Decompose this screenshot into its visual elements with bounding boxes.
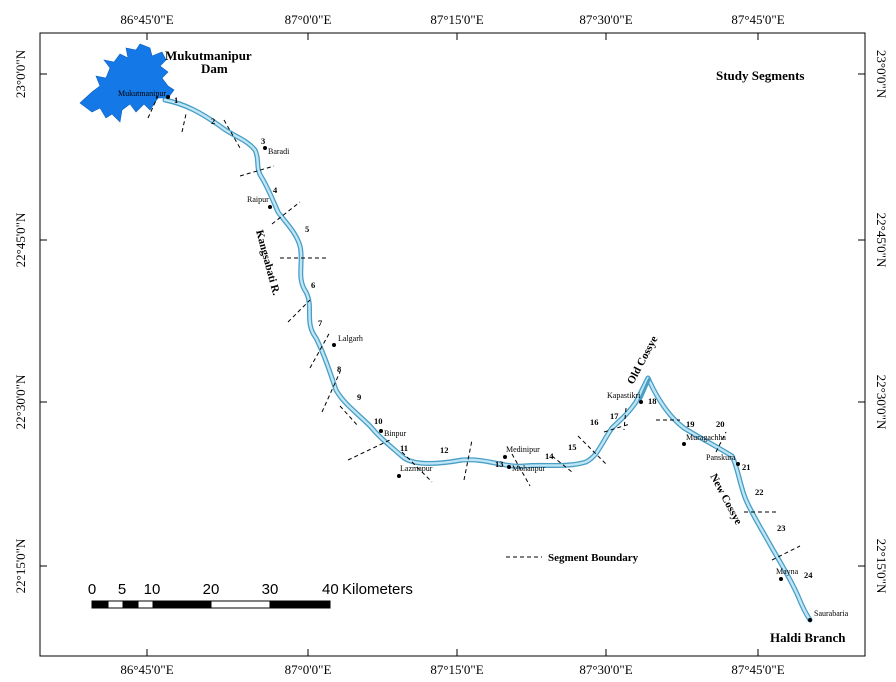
top-lon-label-2: 87°0'0"E bbox=[285, 12, 332, 27]
bottom-lon-label-2: 87°0'0"E bbox=[285, 662, 332, 677]
segment-number: 15 bbox=[568, 442, 577, 452]
segment-number: 3 bbox=[261, 136, 265, 146]
segment-number: 4 bbox=[273, 185, 278, 195]
bottom-lon-label-4: 87°30'0"E bbox=[579, 662, 632, 677]
right-lat-label-2: 22°45'0"N bbox=[874, 213, 889, 268]
segment-number: 22 bbox=[755, 487, 764, 497]
river-main-channel-inner bbox=[163, 98, 812, 622]
segment-number: 2 bbox=[211, 116, 215, 126]
left-lat-label-2: 22°45'0"N bbox=[13, 212, 28, 267]
place-panskura: Panskura bbox=[706, 453, 736, 462]
dam-label-line1: Mukutmanipur bbox=[165, 48, 252, 63]
segment-number: 17 bbox=[610, 411, 619, 421]
segment-number: 12 bbox=[440, 445, 449, 455]
place-raipur: Raipur bbox=[247, 195, 269, 204]
scale-label-10: 10 bbox=[144, 581, 161, 598]
top-lon-label-5: 87°45'0"E bbox=[731, 12, 784, 27]
place-lalgarh: Lalgarh bbox=[338, 334, 363, 343]
place-lazmapur: Lazmapur bbox=[400, 464, 433, 473]
reservoir-shape bbox=[79, 43, 175, 123]
segment-number: 20 bbox=[716, 419, 725, 429]
segment-number: 21 bbox=[742, 462, 751, 472]
place-baradi: Baradi bbox=[268, 147, 290, 156]
settlement-dots bbox=[166, 95, 812, 622]
scale-label-30: 30 bbox=[262, 581, 279, 598]
scale-label-40: 40 bbox=[322, 581, 339, 598]
scale-bar: 0 5 10 20 30 40 Kilometers bbox=[88, 581, 413, 609]
segment-numbers: 1 2 3 4 5 6 7 8 9 10 11 12 13 14 15 16 1… bbox=[174, 95, 813, 580]
segment-number: 16 bbox=[590, 417, 599, 427]
graticule-ticks bbox=[40, 33, 865, 656]
legend-label: Segment Boundary bbox=[548, 552, 639, 564]
old-cossye-channel bbox=[638, 377, 652, 401]
dam-label-line2: Dam bbox=[201, 61, 228, 76]
place-kapastikri: Kapastikri bbox=[607, 391, 641, 400]
top-lon-label-4: 87°30'0"E bbox=[579, 12, 632, 27]
segment-number: 1 bbox=[174, 95, 178, 105]
right-lat-label-3: 22°30'0"N bbox=[874, 375, 889, 430]
place-binpur: Binpur bbox=[384, 429, 407, 438]
map-title: Study Segments bbox=[716, 68, 805, 83]
segment-number: 18 bbox=[648, 396, 657, 406]
segment-number: 23 bbox=[777, 523, 786, 533]
top-lon-label-1: 86°45'0"E bbox=[120, 12, 173, 27]
segment-number: 13 bbox=[495, 459, 504, 469]
segment-number: 6 bbox=[311, 280, 315, 290]
segment-boundaries bbox=[147, 95, 801, 561]
segment-number: 7 bbox=[318, 318, 323, 328]
place-medinipur: Medinipur bbox=[506, 445, 540, 454]
scale-label-0: 0 bbox=[88, 581, 96, 598]
left-lat-label-1: 23°0'0"N bbox=[13, 49, 28, 98]
place-mohanpur: Mohanpur bbox=[512, 464, 546, 473]
place-muragachha: Muragachha bbox=[686, 433, 726, 442]
scale-label-20: 20 bbox=[203, 581, 220, 598]
map-frame bbox=[39, 32, 866, 657]
bottom-lon-label-1: 86°45'0"E bbox=[120, 662, 173, 677]
right-lat-label-4: 22°15'0"N bbox=[874, 539, 889, 594]
segment-number: 9 bbox=[357, 392, 361, 402]
left-lat-label-3: 22°30'0"N bbox=[13, 374, 28, 429]
segment-number: 14 bbox=[545, 451, 554, 461]
top-lon-label-3: 87°15'0"E bbox=[430, 12, 483, 27]
haldi-branch-label: Haldi Branch bbox=[770, 630, 846, 645]
segment-number: 11 bbox=[400, 443, 408, 453]
legend: Segment Boundary bbox=[506, 552, 639, 564]
segment-number: 10 bbox=[374, 416, 383, 426]
segment-number: 5 bbox=[305, 224, 309, 234]
scale-label-5: 5 bbox=[118, 581, 126, 598]
left-lat-label-4: 22°15'0"N bbox=[13, 538, 28, 593]
segment-number: 8 bbox=[337, 364, 341, 374]
right-lat-label-1: 23°0'0"N bbox=[874, 50, 889, 99]
segment-number: 24 bbox=[804, 570, 813, 580]
segment-number: 19 bbox=[686, 419, 695, 429]
place-saurabaria: Saurabaria bbox=[814, 609, 849, 618]
bottom-lon-label-3: 87°15'0"E bbox=[430, 662, 483, 677]
scale-unit-label: Kilometers bbox=[342, 581, 413, 598]
place-mayna: Mayna bbox=[776, 567, 799, 576]
bottom-lon-label-5: 87°45'0"E bbox=[731, 662, 784, 677]
place-mukutmanipur: Mukutmanipur bbox=[118, 89, 166, 98]
